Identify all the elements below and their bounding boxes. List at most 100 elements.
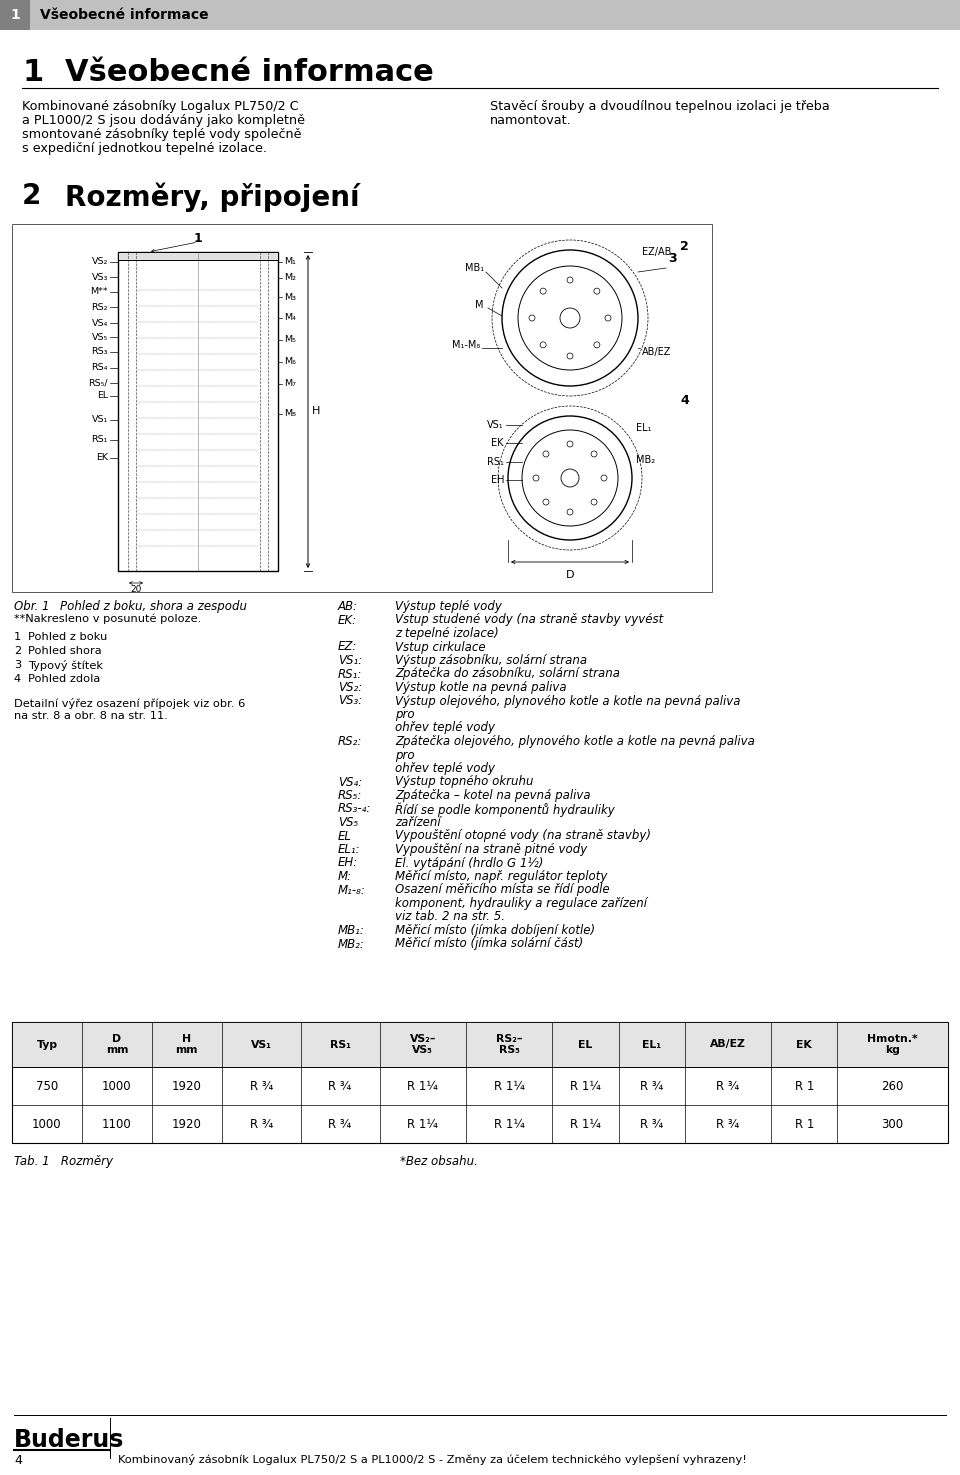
Text: smontované zásobníky teplé vody společně: smontované zásobníky teplé vody společně bbox=[22, 128, 301, 142]
Text: Výstup kotle na pevná paliva: Výstup kotle na pevná paliva bbox=[395, 681, 566, 695]
Text: M₇: M₇ bbox=[284, 379, 296, 388]
Text: RS₂–
RS₅: RS₂– RS₅ bbox=[496, 1034, 522, 1055]
Text: VS₂:: VS₂: bbox=[338, 681, 362, 695]
Text: R ¾: R ¾ bbox=[640, 1118, 663, 1130]
Text: D: D bbox=[565, 569, 574, 580]
Text: MB₁: MB₁ bbox=[465, 263, 484, 273]
Text: 750: 750 bbox=[36, 1080, 59, 1093]
Text: Měřicí místo (jímka dobíjení kotle): Měřicí místo (jímka dobíjení kotle) bbox=[395, 923, 595, 937]
Text: 3: 3 bbox=[14, 659, 21, 670]
Text: 4: 4 bbox=[14, 1454, 22, 1468]
Text: AB/EZ: AB/EZ bbox=[710, 1040, 746, 1050]
Text: Stavěcí šrouby a dvoudílnou tepelnou izolaci je třeba: Stavěcí šrouby a dvoudílnou tepelnou izo… bbox=[490, 100, 829, 114]
Circle shape bbox=[540, 342, 546, 348]
Text: R 1: R 1 bbox=[795, 1080, 814, 1093]
Text: viz tab. 2 na str. 5.: viz tab. 2 na str. 5. bbox=[395, 910, 505, 923]
Text: VS₁: VS₁ bbox=[488, 420, 504, 431]
Text: Všeobecné informace: Všeobecné informace bbox=[65, 58, 434, 87]
Text: VS₃:: VS₃: bbox=[338, 695, 362, 708]
Text: 1: 1 bbox=[11, 7, 20, 22]
Text: EL: EL bbox=[338, 829, 352, 842]
Text: na str. 8 a obr. 8 na str. 11.: na str. 8 a obr. 8 na str. 11. bbox=[14, 711, 168, 721]
Circle shape bbox=[543, 451, 549, 457]
Text: 1000: 1000 bbox=[33, 1118, 61, 1130]
Text: RS₄: RS₄ bbox=[91, 363, 108, 373]
Text: Obr. 1: Obr. 1 bbox=[14, 600, 50, 614]
Text: namontovat.: namontovat. bbox=[490, 114, 572, 127]
Text: M:: M: bbox=[338, 870, 352, 884]
Text: 4: 4 bbox=[14, 674, 21, 684]
Text: s expediční jednotkou tepelné izolace.: s expediční jednotkou tepelné izolace. bbox=[22, 142, 267, 155]
Circle shape bbox=[540, 288, 546, 294]
Text: 4: 4 bbox=[680, 394, 688, 407]
Text: EK: EK bbox=[492, 438, 504, 448]
Text: R ¾: R ¾ bbox=[250, 1118, 273, 1130]
Text: Výstup topného okruhu: Výstup topného okruhu bbox=[395, 776, 534, 789]
Text: pro: pro bbox=[395, 708, 415, 721]
Text: M**: M** bbox=[90, 288, 108, 296]
Text: VS₂–
VS₅: VS₂– VS₅ bbox=[410, 1034, 436, 1055]
Text: H
mm: H mm bbox=[176, 1034, 198, 1055]
Text: EL₁: EL₁ bbox=[642, 1040, 661, 1050]
Text: R 1¼: R 1¼ bbox=[570, 1080, 601, 1093]
Text: R ¾: R ¾ bbox=[716, 1080, 739, 1093]
Circle shape bbox=[605, 316, 611, 322]
Text: Kombinovaný zásobník Logalux PL750/2 S a PL1000/2 S - Změny za účelem technickéh: Kombinovaný zásobník Logalux PL750/2 S a… bbox=[118, 1454, 747, 1465]
Text: R ¾: R ¾ bbox=[716, 1118, 739, 1130]
Text: Vstup studené vody (na straně stavby vyvést: Vstup studené vody (na straně stavby vyv… bbox=[395, 614, 663, 627]
Circle shape bbox=[543, 499, 549, 504]
Text: EL₁:: EL₁: bbox=[338, 844, 361, 856]
Text: R 1¼: R 1¼ bbox=[493, 1118, 525, 1130]
Text: komponent, hydrauliky a regulace zařízení: komponent, hydrauliky a regulace zařízen… bbox=[395, 897, 647, 910]
Text: AB/EZ: AB/EZ bbox=[642, 347, 671, 357]
Text: Vypouštění otopné vody (na straně stavby): Vypouštění otopné vody (na straně stavby… bbox=[395, 829, 651, 842]
Text: RS₅/: RS₅/ bbox=[88, 379, 108, 388]
Text: 1: 1 bbox=[22, 58, 43, 87]
Text: pro: pro bbox=[395, 748, 415, 761]
Circle shape bbox=[591, 451, 597, 457]
Circle shape bbox=[594, 342, 600, 348]
Text: Pohled z boku, shora a zespodu: Pohled z boku, shora a zespodu bbox=[60, 600, 247, 614]
Text: M₁-₈:: M₁-₈: bbox=[338, 884, 366, 897]
Text: R 1¼: R 1¼ bbox=[407, 1118, 438, 1130]
Text: RS₁: RS₁ bbox=[487, 457, 504, 468]
Text: Výstup zásobníku, solární strana: Výstup zásobníku, solární strana bbox=[395, 653, 588, 667]
Text: Tab. 1   Rozměry: Tab. 1 Rozměry bbox=[14, 1155, 113, 1168]
Text: VS₅: VS₅ bbox=[338, 816, 358, 829]
Text: Pohled shora: Pohled shora bbox=[28, 646, 102, 656]
Text: VS₁: VS₁ bbox=[92, 416, 108, 425]
Text: RS₂: RS₂ bbox=[91, 302, 108, 311]
Text: VS₁:: VS₁: bbox=[338, 653, 362, 667]
Text: EZ:: EZ: bbox=[338, 640, 357, 653]
Text: EL: EL bbox=[579, 1040, 592, 1050]
Text: VS₅: VS₅ bbox=[92, 332, 108, 342]
Text: RS₁: RS₁ bbox=[329, 1040, 350, 1050]
Circle shape bbox=[567, 353, 573, 358]
Text: M₂: M₂ bbox=[284, 273, 296, 283]
Text: R ¾: R ¾ bbox=[328, 1118, 351, 1130]
Text: **Nakresleno v posunuté poloze.: **Nakresleno v posunuté poloze. bbox=[14, 614, 202, 624]
Text: Měřicí místo (jímka solární část): Měřicí místo (jímka solární část) bbox=[395, 938, 584, 950]
Text: EL₁: EL₁ bbox=[636, 423, 652, 434]
Text: 2: 2 bbox=[14, 646, 21, 656]
Text: M: M bbox=[475, 299, 484, 310]
Text: AB:: AB: bbox=[338, 600, 358, 614]
Text: 1: 1 bbox=[194, 232, 203, 245]
Text: MB₂:: MB₂: bbox=[338, 938, 365, 950]
Text: R ¾: R ¾ bbox=[640, 1080, 663, 1093]
Text: Pohled zdola: Pohled zdola bbox=[28, 674, 100, 684]
Circle shape bbox=[567, 509, 573, 515]
Text: 300: 300 bbox=[881, 1118, 903, 1130]
Text: *Bez obsahu.: *Bez obsahu. bbox=[400, 1155, 478, 1168]
Text: 1: 1 bbox=[14, 631, 21, 642]
Text: M₄: M₄ bbox=[284, 314, 296, 323]
Circle shape bbox=[601, 475, 607, 481]
Text: MB₁:: MB₁: bbox=[338, 923, 365, 937]
Text: 1920: 1920 bbox=[172, 1118, 202, 1130]
Text: EH: EH bbox=[491, 475, 504, 485]
Circle shape bbox=[567, 277, 573, 283]
Text: 2: 2 bbox=[680, 239, 688, 252]
Text: RS₁:: RS₁: bbox=[338, 668, 362, 680]
Text: Pohled z boku: Pohled z boku bbox=[28, 631, 108, 642]
Text: Vstup cirkulace: Vstup cirkulace bbox=[395, 640, 486, 653]
